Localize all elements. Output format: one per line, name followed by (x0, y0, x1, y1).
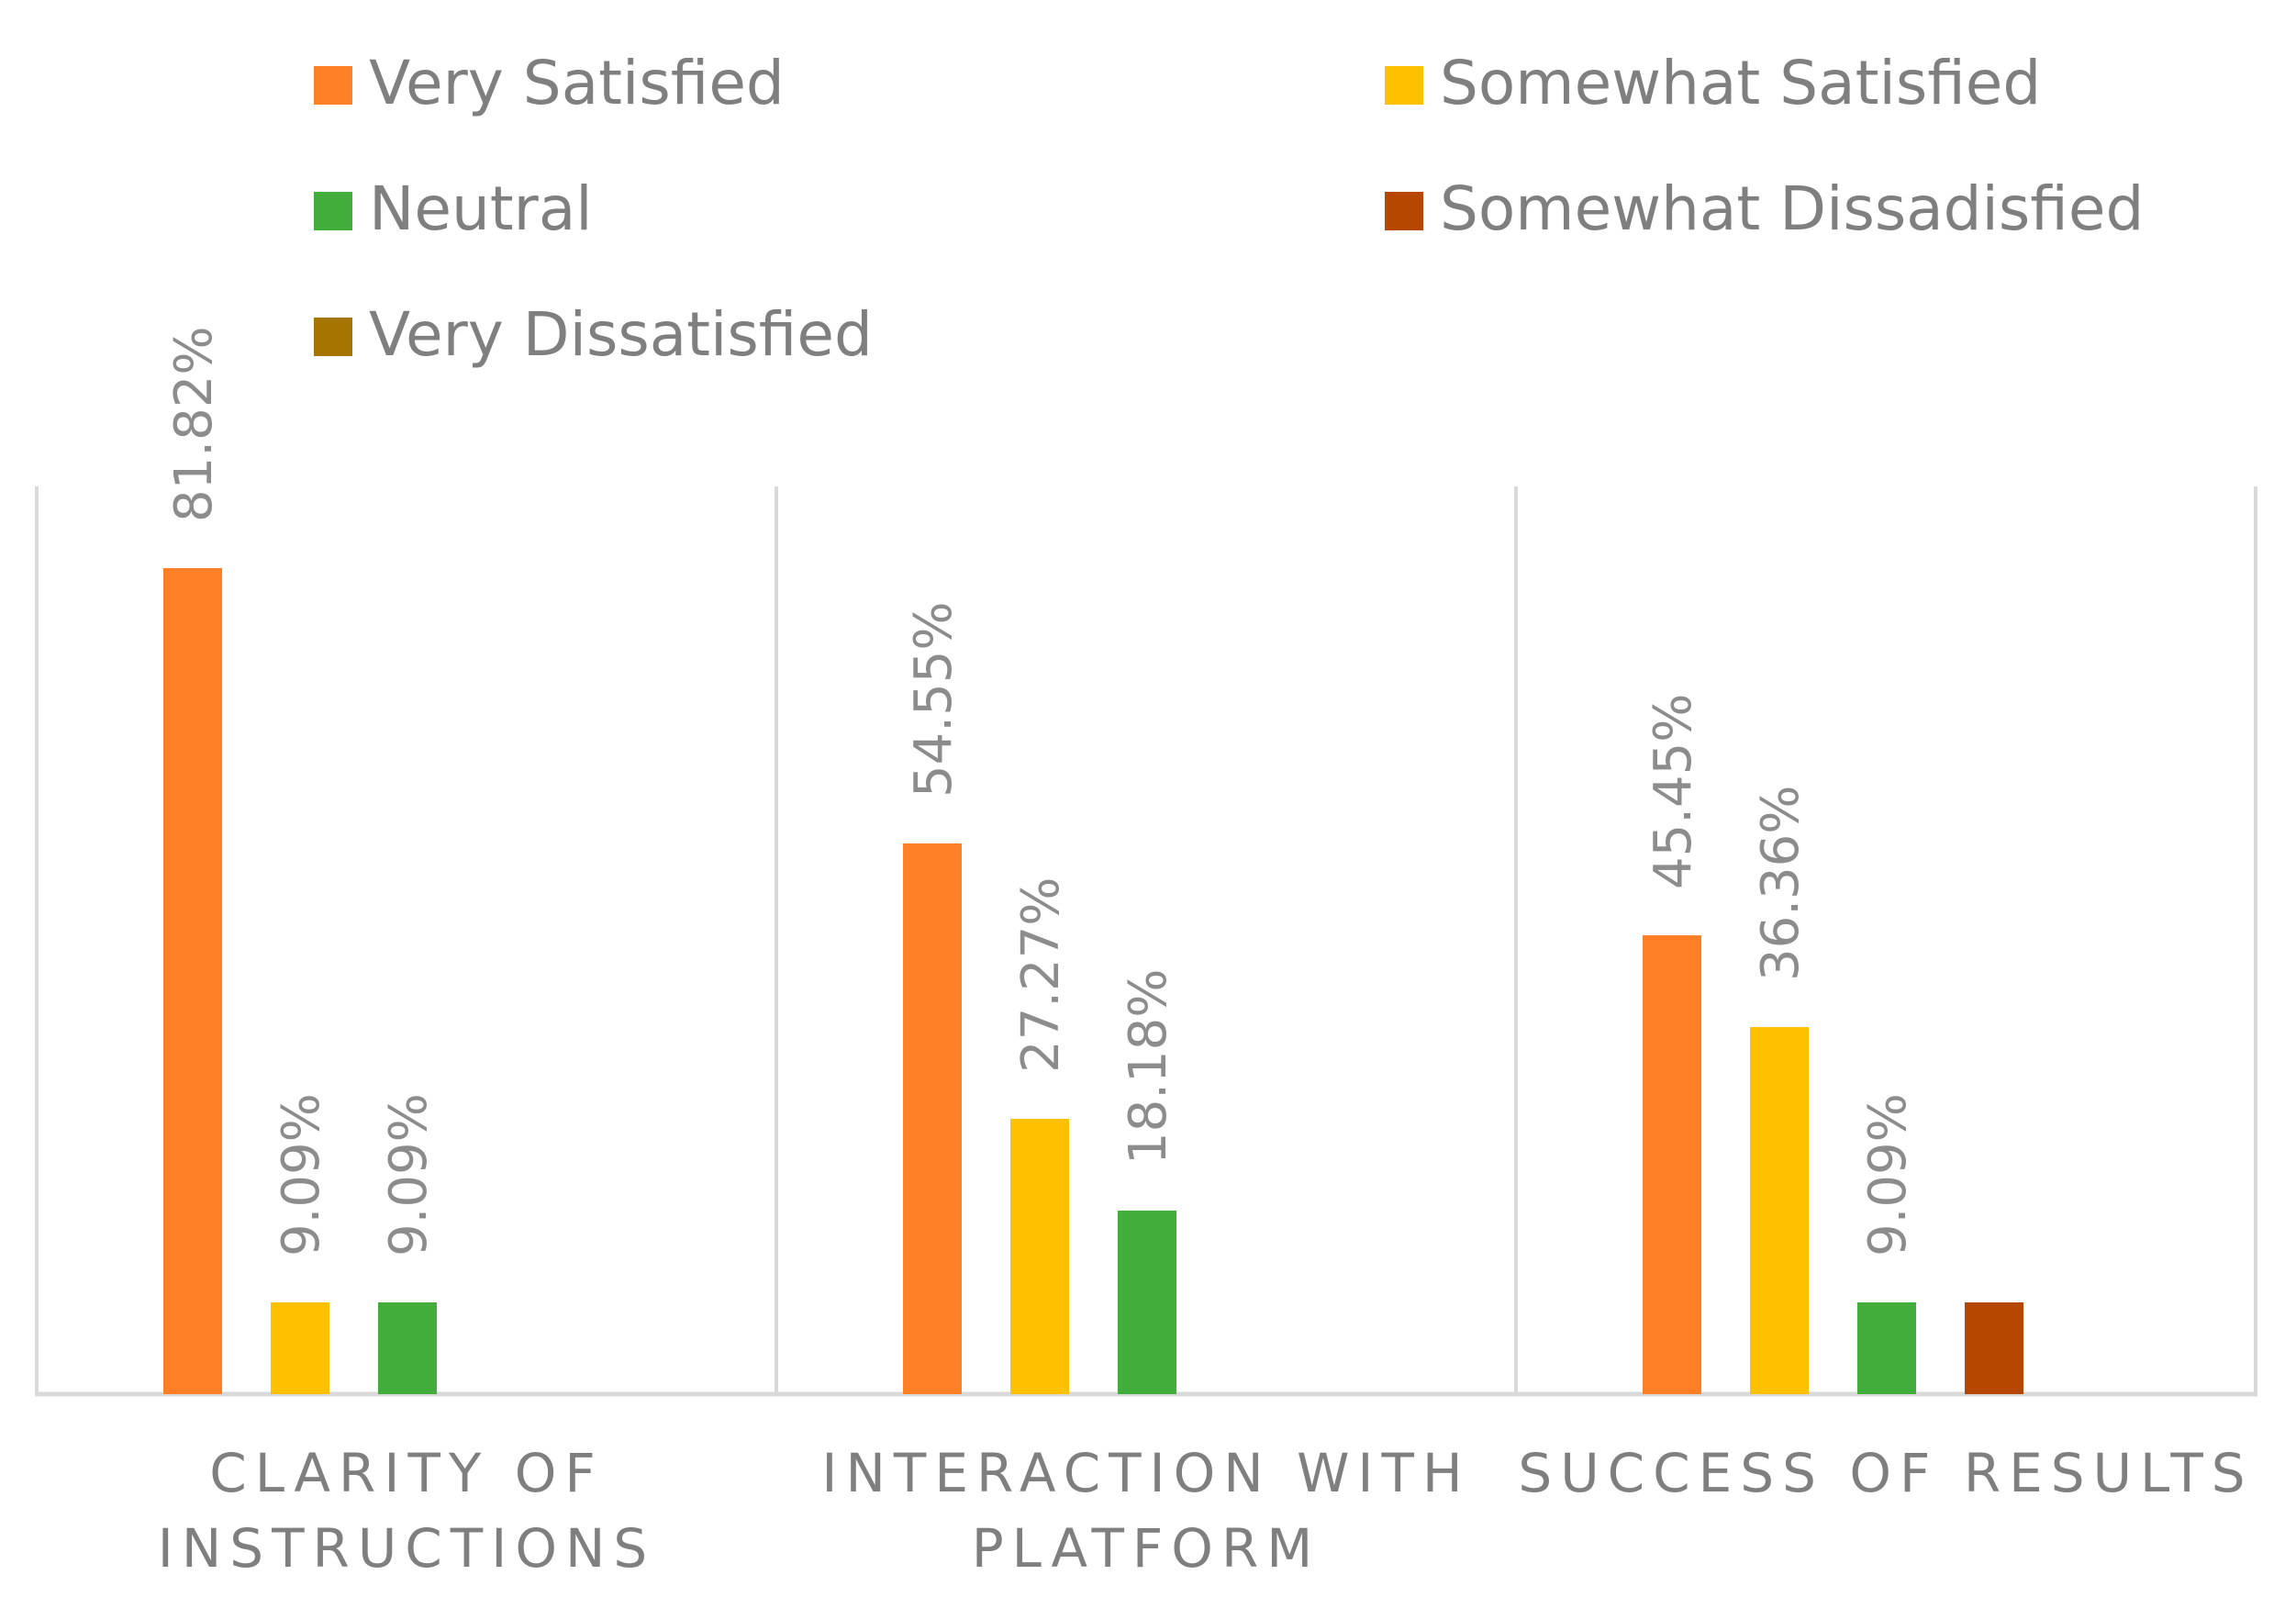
category-label-line: INTERACTION WITH (821, 1442, 1470, 1504)
bar-1-2 (271, 1302, 329, 1394)
legend-label-3: Neutral (369, 173, 593, 244)
legend-label-1: Very Satisfied (369, 48, 785, 118)
category-labels: CLARITY OF INSTRUCTIONS INTERACTION WITH PL… (158, 1442, 2253, 1580)
data-label-3-1: 45.45% (1644, 694, 1703, 890)
bar-2-3 (1118, 1211, 1176, 1394)
legend-label-2: Somewhat Satisfied (1440, 48, 2041, 118)
bars (163, 567, 2023, 1394)
legend-swatch-1 (314, 66, 352, 105)
legend-swatch-4 (1385, 192, 1423, 230)
data-label-1-2: 9.09% (272, 1093, 331, 1256)
category-label-line: CLARITY OF (209, 1442, 604, 1504)
category-label-3: SUCCESS OF RESULTS (1518, 1442, 2253, 1504)
legend-swatch-2 (1385, 66, 1423, 105)
data-label-1-3: 9.09% (379, 1093, 439, 1256)
bar-2-1 (903, 843, 962, 1394)
bar-3-1 (1643, 935, 1701, 1394)
legend-swatch-5 (314, 318, 352, 356)
data-label-3-3: 9.09% (1858, 1093, 1918, 1256)
data-label-3-2: 36.36% (1751, 786, 1811, 982)
legend-label-4: Somewhat Dissadisfied (1440, 173, 2144, 244)
category-label-line: SUCCESS OF RESULTS (1518, 1442, 2253, 1504)
bar-2-2 (1010, 1119, 1069, 1394)
data-label-2-1: 54.55% (904, 601, 964, 798)
category-label-line: INSTRUCTIONS (158, 1517, 655, 1580)
category-label-2: INTERACTION WITH PLATFORM (821, 1442, 1470, 1580)
data-label-2-3: 18.18% (1119, 968, 1178, 1165)
bar-1-3 (378, 1302, 437, 1394)
bar-3-2 (1750, 1027, 1809, 1394)
data-label-2-2: 27.27% (1011, 877, 1071, 1073)
category-label-line: PLATFORM (972, 1517, 1321, 1580)
category-label-1: CLARITY OF INSTRUCTIONS (158, 1442, 655, 1580)
bar-3-4 (1965, 1302, 2023, 1394)
data-label-1-1: 81.82% (164, 326, 224, 522)
legend-swatch-3 (314, 192, 352, 230)
bar-3-3 (1857, 1302, 1916, 1394)
legend: Very Satisfied Somewhat Satisfied Neutral S… (314, 48, 2144, 370)
bar-1-1 (163, 567, 222, 1394)
data-labels: 81.82% 9.09% 9.09% 54.55% 27.27% 18.18% 45.45%… (164, 326, 1918, 1256)
legend-label-5: Very Dissatisfied (369, 299, 873, 370)
